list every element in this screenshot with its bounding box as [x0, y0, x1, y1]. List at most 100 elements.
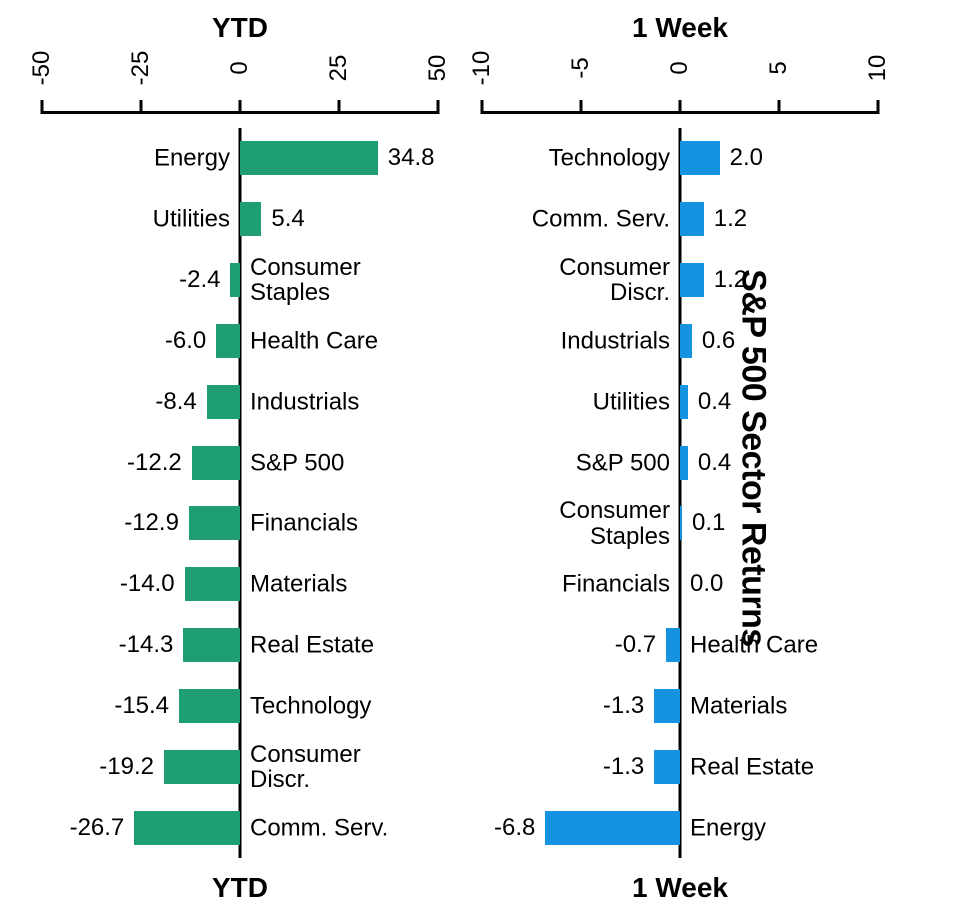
axis-tick	[580, 100, 583, 114]
bar-label: Consumer Discr.	[250, 742, 361, 792]
bar-value: 0.4	[698, 449, 731, 477]
bar	[654, 750, 680, 784]
axis-tick-label: -25	[127, 51, 155, 86]
axis-tick	[877, 100, 880, 114]
bar-value: 0.0	[690, 570, 723, 598]
bar-row: Financials 0.0	[460, 554, 900, 615]
bar-value: 34.8	[388, 144, 435, 172]
bar-row: Technology -15.4	[20, 676, 460, 737]
bar-label: Financials	[562, 572, 670, 597]
bar	[240, 141, 378, 175]
bar-row: Comm. Serv.1.2	[460, 189, 900, 250]
axis-tick-label: -5	[567, 57, 595, 78]
bar	[164, 750, 240, 784]
panel-title-top: YTD	[20, 12, 460, 44]
bar	[230, 263, 240, 297]
bar-value: -14.3	[119, 631, 174, 659]
plot-area: Energy 34.8 Utilities 5.4 Consumer Staples -2…	[20, 128, 460, 858]
bar-value: -12.9	[124, 509, 179, 537]
bar-row: S&P 500 0.4	[460, 432, 900, 493]
axis-tick	[338, 100, 341, 114]
bar	[666, 628, 680, 662]
bar-value: -19.2	[99, 753, 154, 781]
bar-row: Utilities 0.4	[460, 371, 900, 432]
bar-value: 0.4	[698, 388, 731, 416]
bar	[207, 385, 240, 419]
bar-value: -15.4	[114, 692, 169, 720]
axis-tick	[140, 100, 143, 114]
bar-label: Technology	[549, 146, 670, 171]
bar-row: Materials -14.0	[20, 554, 460, 615]
bar-label: S&P 500	[250, 450, 344, 475]
axis-tick-label: 10	[864, 55, 892, 82]
bar-label: Utilities	[593, 389, 670, 414]
axis-tick-label: -10	[468, 51, 496, 86]
bar-row: Utilities 5.4	[20, 189, 460, 250]
x-axis: -10 -5 0 5 10	[460, 54, 900, 114]
axis-tick-label: 0	[666, 61, 694, 74]
bar-value: -6.8	[494, 814, 535, 842]
bar-label: Consumer Discr.	[559, 255, 670, 305]
bar-value: -2.4	[179, 266, 220, 294]
bar	[680, 202, 704, 236]
bar	[680, 385, 688, 419]
axis-tick-label: 0	[226, 61, 254, 74]
bar-value: 1.2	[714, 266, 747, 294]
bar-label: Comm. Serv.	[250, 815, 388, 840]
bar	[216, 324, 240, 358]
bar-label: Financials	[250, 511, 358, 536]
panel-ytd: YTDYTD-50-2502550Energy34.8Utilities5.4C…	[20, 0, 460, 916]
bar-label: Energy	[154, 146, 230, 171]
axis-tick	[239, 100, 242, 114]
axis-tick-label: 50	[424, 55, 452, 82]
bar-label: Industrials	[561, 328, 670, 353]
bar-label: Materials	[250, 572, 347, 597]
bar-value: 5.4	[271, 205, 304, 233]
bar-label: S&P 500	[576, 450, 670, 475]
bar	[680, 446, 688, 480]
bar-row: Industrials 0.6	[460, 311, 900, 372]
panel-title-bottom: 1 Week	[460, 872, 900, 904]
panel-week: 1 Week 1 Week -10 -5 0 5 10 Technology 2.0 Comm. …	[460, 0, 900, 916]
bar-row: Consumer Discr. 1.2	[460, 250, 900, 311]
bar-row: Health Care -0.7	[460, 615, 900, 676]
bar	[680, 506, 682, 540]
panel-title-top: 1 Week	[460, 12, 900, 44]
bar-value: -6.0	[165, 327, 206, 355]
axis-tick-label: 5	[765, 61, 793, 74]
bar	[183, 628, 240, 662]
bar-value: 0.1	[692, 509, 725, 537]
bar-row: Consumer Staples -2.4	[20, 250, 460, 311]
bar-label: Industrials	[250, 389, 359, 414]
bar-row: Energy 34.8	[20, 128, 460, 189]
bar-label: Comm. Serv.	[532, 207, 670, 232]
bar-row: Comm. Serv.-26.7	[20, 797, 460, 858]
bar-row: Technology 2.0	[460, 128, 900, 189]
bar	[240, 202, 261, 236]
bar	[189, 506, 240, 540]
bar-value: -8.4	[155, 388, 196, 416]
bar-row: Real Estate -14.3	[20, 615, 460, 676]
bar-label: Health Care	[690, 632, 818, 657]
bar-label: Consumer Staples	[559, 498, 670, 548]
bar-value: -14.0	[120, 570, 175, 598]
bar	[545, 811, 680, 845]
bar-value: 0.6	[702, 327, 735, 355]
bar-row: Real Estate-1.3	[460, 736, 900, 797]
panel-title-bottom: YTD	[20, 872, 460, 904]
plot-area: Technology2.0Comm. Serv.1.2Consumer Disc…	[460, 128, 900, 858]
axis-tick-label: 25	[325, 55, 353, 82]
bar-row: Consumer Discr. -19.2	[20, 736, 460, 797]
bar	[185, 567, 240, 601]
bar-value: -0.7	[615, 631, 656, 659]
bar	[680, 141, 720, 175]
bar-label: Consumer Staples	[250, 255, 361, 305]
bar	[192, 446, 240, 480]
bar-label: Technology	[250, 693, 371, 718]
bar-row: S&P 500-12.2	[20, 432, 460, 493]
bar	[654, 689, 680, 723]
bar-label: Utilities	[153, 207, 230, 232]
bar-label: Real Estate	[250, 632, 374, 657]
bar-label: Health Care	[250, 328, 378, 353]
bar-value: 2.0	[730, 144, 763, 172]
